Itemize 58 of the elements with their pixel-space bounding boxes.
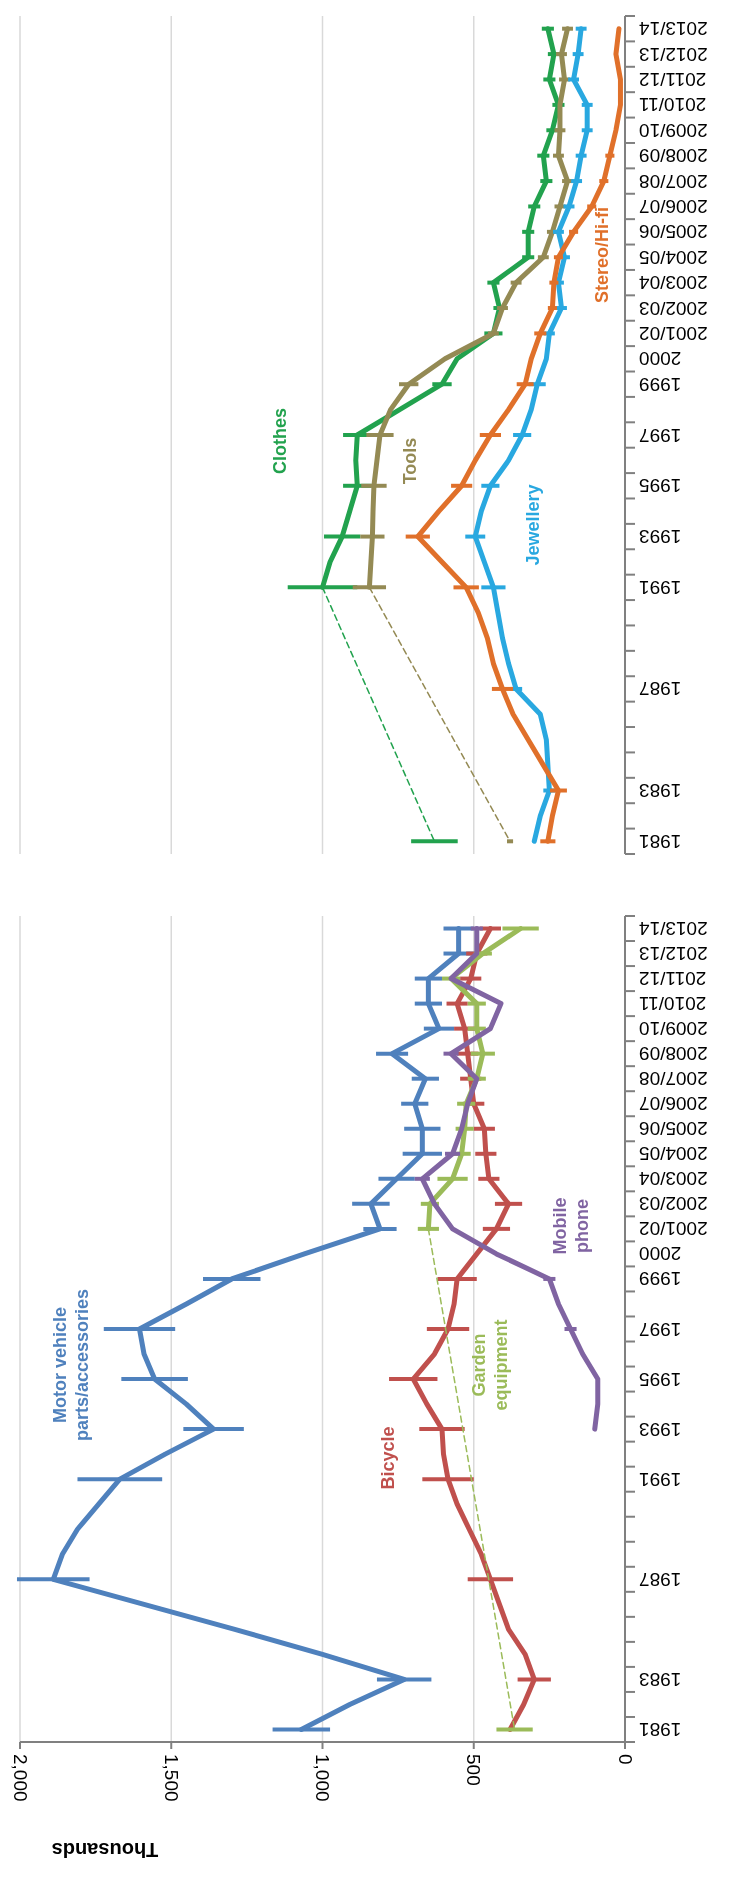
y-tick-label: 2013/14 (638, 918, 708, 940)
y-tick-label: 2001/02 (639, 322, 708, 344)
y-tick-label: 1981 (639, 830, 682, 852)
y-tick-label: 2010/11 (639, 94, 707, 116)
y-tick-label: 2000 (639, 1243, 682, 1265)
text: Motor vehicle parts/accessories (50, 1288, 92, 1442)
y-tick-label: 2009/10 (639, 1018, 708, 1040)
y-tick-label: 1999 (639, 373, 682, 395)
y-tick-label: 2008/09 (639, 145, 708, 167)
x-tick-label: 1,500 (160, 1754, 182, 1802)
y-tick-label: 2005/06 (639, 221, 708, 243)
y-tick-label: 2012/13 (639, 43, 708, 65)
y-tick-label: 2010/11 (639, 993, 707, 1015)
text: Mobile phone (550, 1197, 592, 1255)
y-tick-label: 1997 (639, 1318, 682, 1340)
y-tick-label: 1981 (639, 1718, 682, 1740)
y-tick-label: 2004/05 (639, 246, 708, 268)
y-tick-label: 2006/07 (639, 1093, 708, 1115)
y-tick-label: 1993 (639, 1418, 682, 1440)
y-tick-label: 1995 (639, 1368, 682, 1390)
y-tick-label: 1993 (639, 526, 682, 548)
y-tick-label: 1991 (639, 1468, 682, 1490)
y-tick-label: 2013/14 (638, 18, 708, 40)
y-tick-label: 2011/12 (639, 68, 707, 90)
y-tick-label: 2000 (639, 348, 682, 370)
text: Clothes (270, 407, 290, 475)
y-tick-label: 2003/04 (638, 272, 708, 294)
y-tick-label: 1999 (639, 1268, 682, 1290)
y-tick-label: 2006/07 (639, 195, 708, 217)
y-tick-label: 1995 (639, 475, 682, 497)
y-tick-label: 1997 (639, 424, 682, 446)
x-tick-label: 2,000 (9, 1754, 31, 1802)
y-tick-label: 2005/06 (639, 1118, 708, 1140)
y-tick-label: 2001/02 (639, 1218, 708, 1240)
x-tick-label: 1,000 (312, 1754, 333, 1802)
text: Garden equipment (469, 1319, 511, 1411)
y-tick-label: 2007/08 (639, 170, 708, 192)
x-tick-label: 0 (614, 1754, 636, 1765)
y-tick-label: 1987 (639, 678, 682, 700)
y-tick-label: 2012/13 (639, 943, 708, 965)
y-tick-label: 1987 (639, 1568, 682, 1590)
y-tick-label: 2009/10 (639, 119, 708, 141)
y-tick-label: 2011/12 (639, 968, 707, 990)
text: Tools (400, 437, 420, 485)
text: Bicycle (378, 1426, 398, 1490)
y-tick-label: 2004/05 (639, 1143, 708, 1165)
y-tick-label: 1983 (639, 780, 682, 802)
y-tick-label: 2003/04 (638, 1168, 708, 1190)
text: Stereo/Hi-fi (592, 206, 612, 304)
text: Jewellery (523, 484, 543, 566)
y-tick-label: 2007/08 (639, 1068, 708, 1090)
y-tick-label: 1991 (639, 576, 682, 598)
x-axis-title: Thousands (51, 1839, 159, 1861)
x-tick-label: 500 (463, 1754, 485, 1786)
y-tick-label: 2002/03 (639, 297, 708, 319)
y-tick-label: 2008/09 (639, 1043, 708, 1065)
y-tick-label: 2002/03 (639, 1193, 708, 1215)
y-tick-label: 1983 (639, 1668, 682, 1690)
